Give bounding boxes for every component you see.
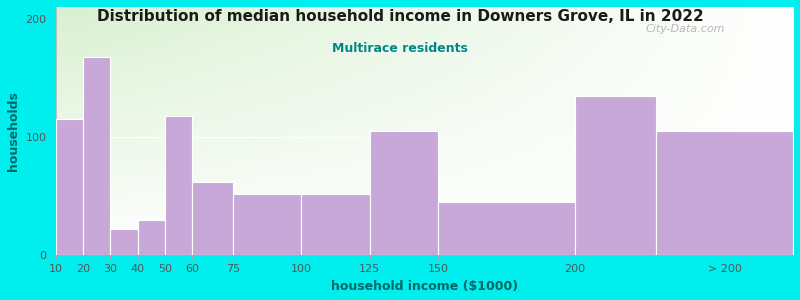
Bar: [574, 96, 657, 256]
Bar: [370, 131, 438, 256]
Bar: [83, 57, 110, 256]
Y-axis label: households: households: [7, 91, 20, 171]
Bar: [56, 119, 83, 256]
Bar: [138, 220, 165, 256]
Bar: [233, 194, 302, 256]
X-axis label: household income ($1000): household income ($1000): [330, 280, 518, 293]
Text: City-Data.com: City-Data.com: [646, 24, 725, 34]
Bar: [110, 230, 138, 256]
Bar: [192, 182, 233, 256]
Bar: [657, 131, 793, 256]
Bar: [438, 202, 574, 256]
Text: Distribution of median household income in Downers Grove, IL in 2022: Distribution of median household income …: [97, 9, 703, 24]
Text: Multirace residents: Multirace residents: [332, 42, 468, 55]
Bar: [302, 194, 370, 256]
Bar: [165, 116, 192, 256]
